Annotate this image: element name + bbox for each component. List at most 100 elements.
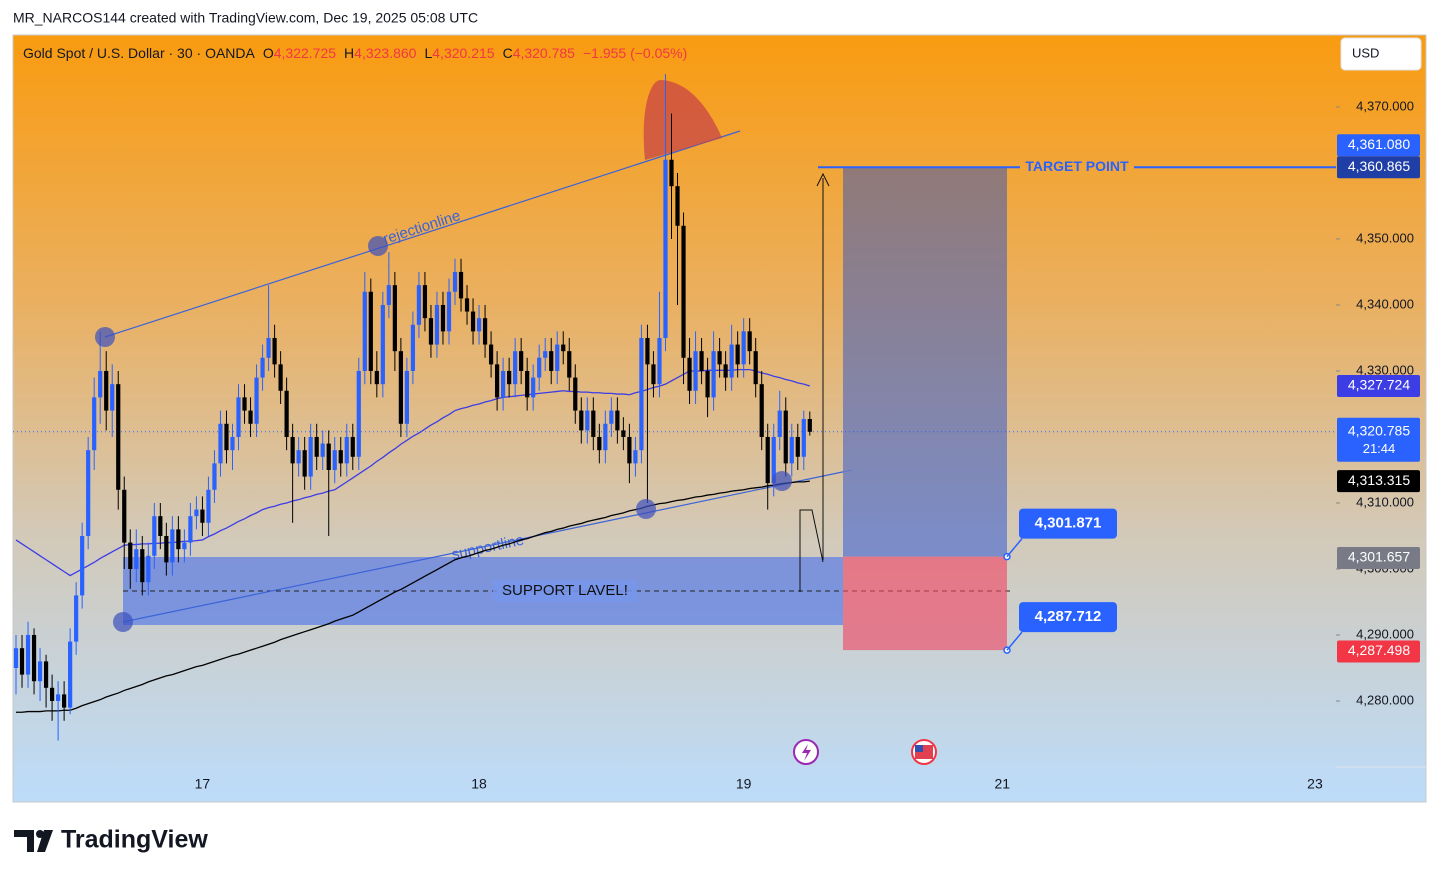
candle-body [356, 370, 361, 457]
candle-body [194, 509, 199, 517]
candle-body [717, 351, 722, 365]
legend-value: 4,323.860 [354, 45, 416, 61]
candle-body [657, 337, 662, 385]
candle-body [116, 384, 121, 490]
candle-body [260, 357, 265, 378]
candle-body [43, 661, 49, 688]
price-label: 4,320.785 [1348, 422, 1410, 438]
candle-body [266, 337, 271, 358]
candle-body [278, 364, 283, 391]
position-label: 4,301.871 [1035, 515, 1102, 532]
candle-body [19, 648, 25, 675]
x-tick-label: 19 [736, 776, 752, 792]
position-label-box [1019, 602, 1117, 633]
price-label-box [1337, 374, 1420, 397]
label-connector [1006, 538, 1023, 558]
rejection-bump [643, 79, 722, 160]
position-label-box [1019, 508, 1117, 539]
legend-key: L [424, 45, 432, 61]
candle-body [681, 225, 686, 358]
candle-body [651, 364, 656, 385]
candle-body [374, 370, 379, 385]
candle-body [49, 687, 55, 701]
candle-body [440, 304, 446, 332]
x-tick-label: 23 [1307, 776, 1323, 792]
attribution: MR_NARCOS144 created with TradingView.co… [13, 10, 478, 26]
candle-body [212, 463, 217, 490]
flag-canton [915, 745, 923, 752]
price-label-box [1337, 134, 1420, 157]
candle-body [470, 311, 476, 332]
candle-body [777, 410, 782, 437]
candle-body [543, 351, 548, 358]
candle-body [488, 344, 494, 365]
drawings: SUPPORT LAVEL! rejectionline supportline… [13, 79, 1336, 713]
price-label: 4,361.080 [1348, 136, 1410, 152]
candle-body [434, 304, 440, 345]
candle-body [645, 337, 650, 365]
candle-body [446, 291, 452, 332]
position-label: 4,287.712 [1035, 608, 1102, 625]
candle-body [362, 291, 367, 371]
drawings-top [95, 172, 937, 765]
price-label-box [1337, 470, 1420, 493]
candle-body [531, 377, 536, 398]
price-label: 4,360.865 [1348, 158, 1410, 174]
event-icon-glyph [802, 744, 811, 761]
candle-body [519, 351, 524, 371]
candle-body [723, 364, 728, 378]
candle-body [615, 410, 620, 431]
candle-body [128, 542, 133, 569]
brand: TradingView [61, 826, 208, 854]
candle-body [759, 384, 764, 437]
y-tick-label: 4,280.000 [1356, 692, 1414, 707]
candle-body [104, 370, 109, 411]
price-label-countdown: 21:44 [1363, 441, 1396, 456]
candle-body [98, 370, 103, 398]
candle-body [158, 516, 163, 536]
legend-value: 4,322.725 [274, 45, 336, 61]
candle-body [621, 430, 626, 437]
candle-body [669, 159, 674, 187]
candle-body [807, 418, 812, 432]
candle-body [428, 318, 434, 345]
candle-body [188, 516, 193, 543]
currency-button[interactable] [1340, 37, 1422, 71]
y-tick-label: 4,340.000 [1356, 296, 1414, 311]
candle-body [206, 489, 211, 523]
candle-body [513, 351, 518, 385]
pivot-marker [113, 612, 133, 632]
price-label-box [1337, 547, 1420, 570]
logo-mark [36, 830, 44, 838]
candle-body [326, 443, 331, 470]
candle-body [332, 450, 337, 470]
y-tick-label: 4,310.000 [1356, 494, 1414, 509]
legend-change: −1.955 (−0.05%) [583, 45, 687, 61]
zone-label: SUPPORT LAVEL! [502, 582, 628, 599]
legend-value: 4,320.215 [432, 45, 494, 61]
candle-body [771, 436, 776, 484]
price-label: 4,301.657 [1348, 549, 1410, 565]
candle-body [110, 384, 115, 411]
candle-body [86, 450, 91, 536]
x-tick-label: 17 [195, 776, 211, 792]
symbol-title: Gold Spot / U.S. Dollar · 30 · OANDA [23, 45, 256, 61]
candle-body [272, 337, 277, 365]
candle-body [555, 344, 560, 371]
candle-body [368, 291, 373, 371]
candle-body [404, 370, 409, 424]
candle-body [501, 370, 506, 398]
y-tick-label: 4,350.000 [1356, 230, 1414, 245]
candle-body [765, 436, 770, 484]
candle-body [320, 443, 325, 457]
candle-body [711, 351, 716, 398]
pivot-marker [772, 471, 792, 491]
candle-body [350, 436, 355, 457]
candle-body [68, 641, 73, 708]
y-tick-label: 4,330.000 [1356, 362, 1414, 377]
legend-key: O [263, 45, 274, 61]
candle-body [687, 357, 692, 391]
candle-body [609, 410, 614, 424]
zone-label-bg [493, 580, 637, 602]
price-label: 4,327.724 [1348, 377, 1410, 393]
